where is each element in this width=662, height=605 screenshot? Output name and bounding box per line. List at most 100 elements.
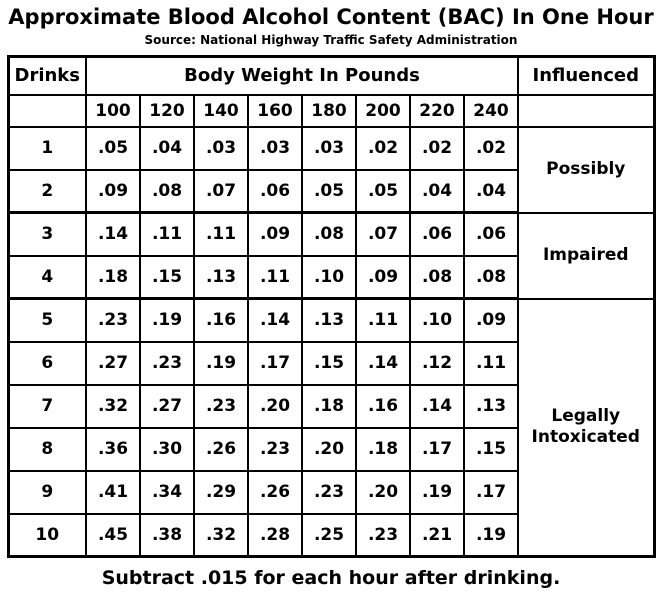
weight-value: 100 xyxy=(85,93,141,128)
bac-value-cell: .15 xyxy=(301,340,357,386)
bac-value-cell: .23 xyxy=(139,340,195,386)
bac-value-cell: .08 xyxy=(301,211,357,257)
table-row: 2.09.08.07.06.05.05.04.04 xyxy=(7,168,654,215)
bac-table: Drinks Body Weight In Pounds Influenced … xyxy=(6,55,656,559)
weight-value: 180 xyxy=(301,93,357,128)
bac-value-cell: .10 xyxy=(301,254,357,301)
bac-value-cell: .27 xyxy=(139,383,195,429)
bac-value-cell: .11 xyxy=(247,254,303,301)
drinks-count-cell: 1 xyxy=(7,125,87,171)
bac-value-cell: .23 xyxy=(247,426,303,472)
bac-value-cell: .19 xyxy=(463,512,519,558)
bac-value-cell: .20 xyxy=(301,426,357,472)
influence-zone-cell: Legally Intoxicated xyxy=(517,297,655,558)
bac-value-cell: .16 xyxy=(193,297,249,343)
bac-value-cell: .25 xyxy=(301,512,357,558)
bac-value-cell: .04 xyxy=(409,168,465,215)
bac-value-cell: .11 xyxy=(463,340,519,386)
bac-value-cell: .09 xyxy=(85,168,141,215)
table-row: 8.36.30.26.23.20.18.17.15 xyxy=(7,426,654,472)
bac-value-cell: .03 xyxy=(247,125,303,171)
bac-value-cell: .32 xyxy=(85,383,141,429)
bac-value-cell: .21 xyxy=(409,512,465,558)
weight-value: 120 xyxy=(139,93,195,128)
bac-value-cell: .02 xyxy=(463,125,519,171)
bac-value-cell: .03 xyxy=(301,125,357,171)
bac-value-cell: .18 xyxy=(301,383,357,429)
bac-value-cell: .36 xyxy=(85,426,141,472)
bac-value-cell: .16 xyxy=(355,383,411,429)
bac-value-cell: .09 xyxy=(463,297,519,343)
weight-value: 200 xyxy=(355,93,411,128)
bac-value-cell: .23 xyxy=(301,469,357,515)
bac-value-cell: .18 xyxy=(85,254,141,301)
drinks-count-cell: 3 xyxy=(7,211,87,257)
bac-value-cell: .30 xyxy=(139,426,195,472)
table-row: 4.18.15.13.11.10.09.08.08 xyxy=(7,254,654,301)
drinks-count-cell: 4 xyxy=(7,254,87,301)
bac-value-cell: .13 xyxy=(193,254,249,301)
bac-value-cell: .23 xyxy=(85,297,141,343)
influenced-header: Influenced xyxy=(517,55,655,96)
bac-value-cell: .05 xyxy=(301,168,357,215)
body-weight-header: Body Weight In Pounds xyxy=(85,55,519,96)
bac-value-cell: .38 xyxy=(139,512,195,558)
footnote: Subtract .015 for each hour after drinki… xyxy=(101,567,561,590)
bac-value-cell: .23 xyxy=(355,512,411,558)
table-row: 5.23.19.16.14.13.11.10.09 Legally Intoxic… xyxy=(7,297,655,558)
bac-value-cell: .11 xyxy=(139,211,195,257)
bac-value-cell: .03 xyxy=(193,125,249,171)
bac-value-cell: .07 xyxy=(355,211,411,257)
bac-value-cell: .04 xyxy=(139,125,195,171)
bac-value-cell: .17 xyxy=(409,426,465,472)
bac-value-cell: .20 xyxy=(355,469,411,515)
bac-value-cell: .45 xyxy=(85,512,141,558)
bac-value-cell: .07 xyxy=(193,168,249,215)
weight-value: 240 xyxy=(463,93,519,128)
bac-value-cell: .11 xyxy=(355,297,411,343)
drinks-count-cell: 7 xyxy=(7,383,87,429)
bac-value-cell: .41 xyxy=(85,469,141,515)
bac-value-cell: .17 xyxy=(463,469,519,515)
bac-value-cell: .05 xyxy=(85,125,141,171)
bac-value-cell: .23 xyxy=(193,383,249,429)
header-row: Drinks Body Weight In Pounds Influenced xyxy=(7,55,655,96)
bac-value-cell: .02 xyxy=(409,125,465,171)
influence-zone-cell: Possibly xyxy=(517,125,655,214)
drinks-count-cell: 2 xyxy=(7,168,87,215)
empty-corner-cell xyxy=(7,93,87,128)
bac-value-cell: .15 xyxy=(139,254,195,301)
bac-value-cell: .08 xyxy=(463,254,519,301)
source-subtitle: Source: National Highway Traffic Safety … xyxy=(144,33,518,48)
weight-value: 160 xyxy=(247,93,303,128)
bac-value-cell: .14 xyxy=(85,211,141,257)
bac-value-cell: .15 xyxy=(463,426,519,472)
bac-value-cell: .32 xyxy=(193,512,249,558)
bac-value-cell: .19 xyxy=(193,340,249,386)
bac-value-cell: .17 xyxy=(247,340,303,386)
drinks-count-cell: 9 xyxy=(7,469,87,515)
bac-value-cell: .06 xyxy=(409,211,465,257)
bac-value-cell: .26 xyxy=(247,469,303,515)
bac-value-cell: .09 xyxy=(355,254,411,301)
table-row: 9.41.34.29.26.23.20.19.17 xyxy=(7,469,654,515)
bac-value-cell: .18 xyxy=(355,426,411,472)
bac-value-cell: .02 xyxy=(355,125,411,171)
bac-value-cell: .19 xyxy=(139,297,195,343)
table-row: 3.14.11.11.09.08.07.06.06 Impaired xyxy=(7,211,655,300)
drinks-count-cell: 10 xyxy=(7,512,87,558)
bac-value-cell: .06 xyxy=(247,168,303,215)
drinks-count-cell: 6 xyxy=(7,340,87,386)
drinks-header: Drinks xyxy=(7,55,87,96)
bac-value-cell: .29 xyxy=(193,469,249,515)
bac-value-cell: .05 xyxy=(355,168,411,215)
bac-value-cell: .20 xyxy=(247,383,303,429)
bac-value-cell: .04 xyxy=(463,168,519,215)
bac-value-cell: .14 xyxy=(247,297,303,343)
bac-table-body: 1.05.04.03.03.03.02.02.02 Possibly 2.09.08… xyxy=(7,125,655,558)
table-row: 10.45.38.32.28.25.23.21.19 xyxy=(7,512,654,558)
weight-value: 140 xyxy=(193,93,249,128)
bac-value-cell: .27 xyxy=(85,340,141,386)
influence-zone-cell: Impaired xyxy=(517,211,655,300)
page-title: Approximate Blood Alcohol Content (BAC) … xyxy=(8,5,654,29)
